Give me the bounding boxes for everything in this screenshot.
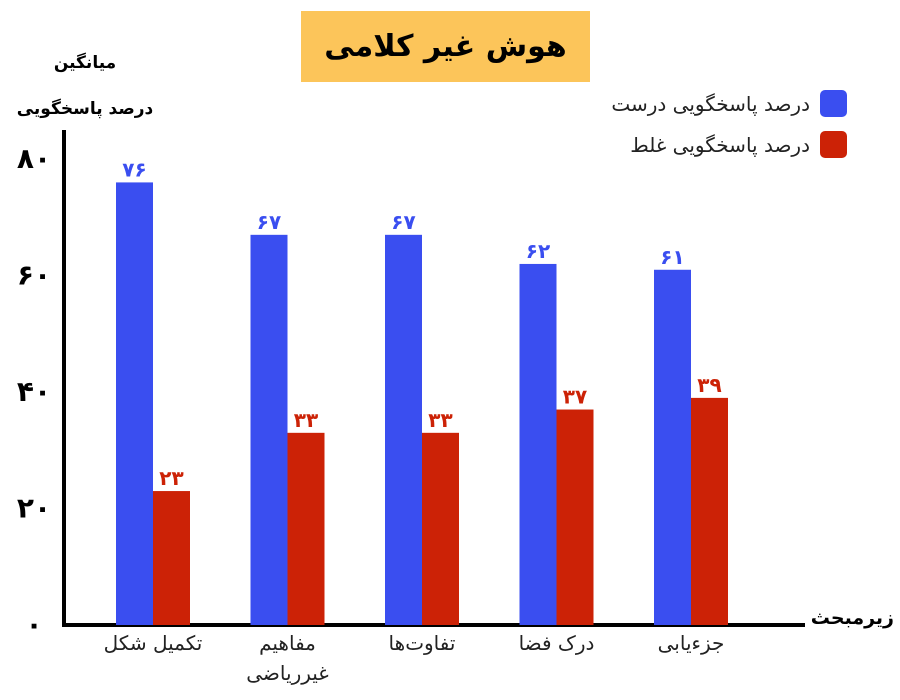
legend-label-correct: درصد پاسخگویی درست [611,91,810,116]
bar-wrong [691,397,728,625]
x-tick-label-line: غیرریاضی [246,661,329,685]
data-label-wrong: ۳۷ [563,385,587,409]
y-tick-label: ۴۰ [17,375,51,408]
data-label-correct: ۶۲ [526,239,550,263]
data-label-correct: ۶۱ [660,245,684,269]
legend-swatch-wrong [820,131,847,158]
x-tick-label-line: تکمیل شکل [103,631,203,655]
y-axis-label-line-1: میانگین [53,53,117,73]
data-label-correct: ۶۷ [257,210,281,234]
bar-correct [654,269,691,625]
y-axis-label: میانگین درصد پاسخگویی [0,40,170,132]
x-tick-label: جزءیابی [611,628,771,658]
x-tick-label-line: مفاهیم [259,631,316,655]
legend: درصد پاسخگویی درست درصد پاسخگویی غلط [611,88,847,170]
data-label-wrong: ۳۳ [428,408,452,432]
data-label-wrong: ۳۳ [294,408,318,432]
x-tick-label-line: تفاوت‌ها [388,631,456,655]
legend-label-wrong: درصد پاسخگویی غلط [630,132,810,157]
bar-wrong [287,432,325,625]
data-label-correct: ۷۶ [122,157,146,181]
bar-wrong [153,491,190,625]
x-tick-label: تکمیل شکل [73,628,233,658]
y-tick-label: ۲۰ [17,492,51,525]
data-label-wrong: ۲۳ [159,466,183,490]
y-tick-label: ۸۰ [17,142,51,175]
y-tick-label: ۶۰ [17,259,51,292]
bar-correct [250,234,288,625]
legend-swatch-correct [820,90,847,117]
x-tick-label: مفاهیم غیرریاضی [208,628,368,688]
bar-correct [116,182,153,626]
bar-correct [519,263,557,625]
legend-item-correct: درصد پاسخگویی درست [611,88,847,119]
x-tick-label: تفاوت‌ها [342,628,502,658]
x-tick-label-line: درک فضا [518,631,595,655]
data-label-wrong: ۳۹ [697,373,721,397]
x-axis-label: زیرمبحث [810,607,894,629]
legend-item-wrong: درصد پاسخگویی غلط [611,129,847,160]
x-tick-label: درک فضا [477,628,637,658]
y-tick-label: ۰ [25,608,42,641]
data-label-correct: ۶۷ [391,210,415,234]
bar-correct [385,234,422,625]
x-tick-label-line: جزءیابی [657,631,725,655]
bar-wrong [422,432,459,625]
bar-wrong [556,409,594,625]
chart-title: هوش غیر کلامی [301,11,590,82]
y-axis-label-line-2: درصد پاسخگویی [16,99,154,119]
